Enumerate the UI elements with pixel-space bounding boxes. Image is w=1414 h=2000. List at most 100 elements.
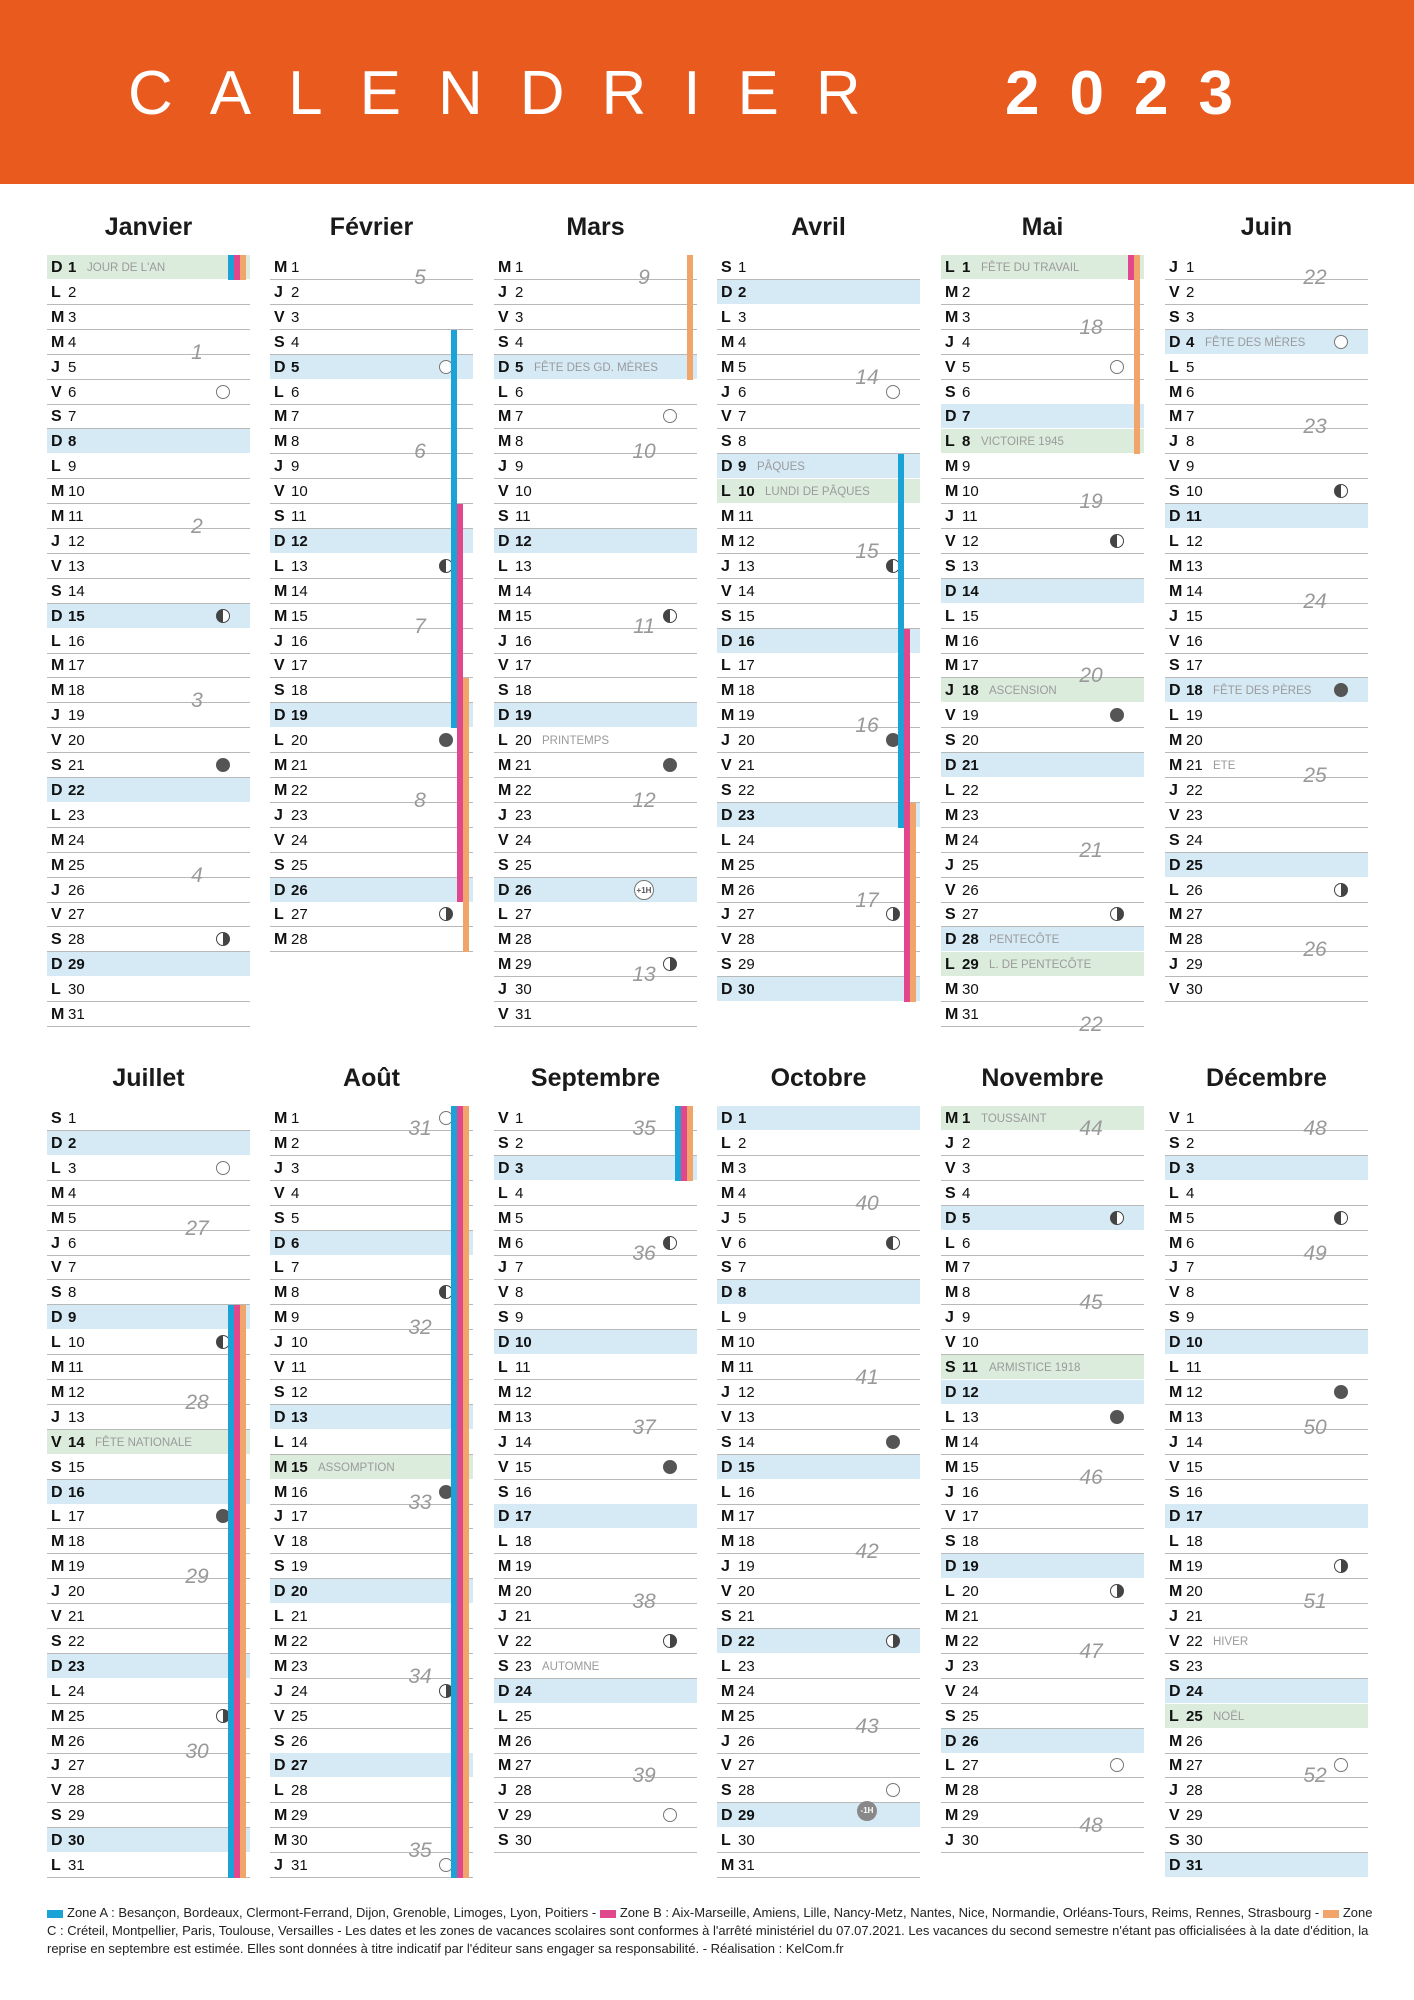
vacation-zone-b-bar (234, 255, 240, 280)
day-row: D 10 (1165, 1330, 1368, 1356)
day-row: J 17 (270, 1504, 473, 1530)
weekday-letter: M (1169, 1383, 1183, 1401)
day-number: 3 (515, 1159, 524, 1177)
day-number: 11 (738, 1359, 754, 1376)
weekday-letter: M (498, 1383, 512, 1401)
weekday-letter: V (51, 383, 62, 401)
weekday-letter: S (1169, 308, 1180, 326)
weekday-letter: L (1169, 1533, 1179, 1551)
day-row: L 27 (494, 902, 697, 928)
day-number: 15 (738, 607, 755, 625)
weekday-letter: S (945, 1359, 956, 1376)
day-number: 30 (515, 1832, 532, 1850)
day-number: 9 (515, 1309, 524, 1327)
moon-new-icon (663, 758, 677, 772)
weekday-letter: S (945, 1707, 956, 1725)
day-row: M 17 (717, 1504, 920, 1530)
day-number: 18 (515, 1533, 532, 1551)
day-number: 19 (515, 1558, 532, 1576)
weekday-letter: D (721, 1110, 733, 1127)
day-row: M 12 (47, 1380, 250, 1405)
day-number: 7 (1186, 1259, 1195, 1277)
weekday-letter: M (498, 1583, 512, 1601)
day-number: 17 (291, 1508, 308, 1526)
day-row: M 24 (717, 1679, 920, 1704)
day-number: 23 (738, 1657, 755, 1675)
weekday-letter: S (498, 1483, 509, 1501)
day-row: M 17 (47, 653, 250, 679)
day-number: 14 (738, 1433, 755, 1451)
day-number: 6 (738, 383, 747, 401)
weekday-letter: S (274, 856, 285, 874)
weekday-letter: L (498, 1184, 508, 1202)
event-label: ETE (1213, 760, 1236, 772)
day-row: L 10 LUNDI DE PÂQUES (717, 479, 920, 505)
weekday-letter: M (945, 1782, 959, 1800)
day-number: 10 (962, 1334, 979, 1352)
day-number: 3 (291, 308, 300, 326)
day-row: M 12 (1165, 1380, 1368, 1405)
weekday-letter: J (498, 981, 507, 999)
weekday-letter: L (721, 1309, 731, 1327)
day-number: 17 (1186, 1508, 1203, 1526)
day-row: D 22 (717, 1628, 920, 1654)
day-number: 15 (962, 1458, 979, 1476)
weekday-letter: M (51, 483, 65, 501)
event-label: AUTOMNE (542, 1660, 600, 1673)
week-number: 9 (638, 266, 650, 289)
day-row: L 20 PRINTEMPS (494, 728, 697, 754)
day-row: S 18 (941, 1529, 1144, 1555)
weekday-letter: D (51, 1309, 63, 1327)
day-number: 19 (68, 707, 85, 725)
day-row: S 26 (270, 1729, 473, 1754)
day-number: 5 (738, 1209, 747, 1227)
day-number: 29 (738, 1807, 755, 1825)
moon-full-icon (886, 384, 900, 399)
day-number: 23 (1186, 1657, 1203, 1675)
day-row: S 24 (1165, 828, 1368, 853)
day-number: 3 (291, 1159, 300, 1177)
day-row: S 11 (270, 504, 473, 529)
day-row: M 29 (941, 1803, 1144, 1829)
day-number: 30 (738, 1832, 755, 1850)
day-row: D 16 (47, 1479, 250, 1505)
weekday-letter: J (498, 458, 507, 476)
day-row: V 10 (494, 479, 697, 505)
week-number: 30 (185, 1739, 209, 1763)
weekday-letter: J (945, 1832, 954, 1850)
day-number: 6 (291, 383, 300, 401)
weekday-letter: M (51, 1732, 65, 1750)
weekday-letter: D (1169, 508, 1181, 525)
weekday-letter: L (945, 956, 955, 974)
day-number: 24 (738, 831, 755, 849)
day-number: 7 (738, 408, 747, 426)
day-number: 14 (1186, 1433, 1203, 1451)
weekday-letter: V (1169, 1632, 1180, 1650)
day-number: 16 (1186, 1483, 1203, 1501)
day-row: M 1 TOUSSAINT (941, 1106, 1144, 1131)
day-number: 30 (962, 1832, 979, 1850)
weekday-letter: M (945, 1458, 959, 1476)
day-number: 14 (68, 1433, 85, 1451)
week-number: 4 (191, 863, 203, 887)
day-number: 16 (68, 1483, 85, 1501)
day-number: 26 (68, 1732, 85, 1750)
day-number: 23 (962, 806, 979, 824)
weekday-letter: S (1169, 831, 1180, 849)
day-row: M 21 ETE (1165, 753, 1368, 778)
week-number: 35 (632, 1117, 656, 1140)
weekday-letter: S (945, 383, 956, 401)
day-row: L 13 (494, 554, 697, 579)
weekday-letter: J (1169, 259, 1178, 276)
day-row: D 26 (494, 877, 697, 903)
day-number: 20 (962, 1583, 979, 1601)
day-number: 8 (291, 1284, 300, 1302)
weekday-letter: V (51, 1782, 62, 1800)
